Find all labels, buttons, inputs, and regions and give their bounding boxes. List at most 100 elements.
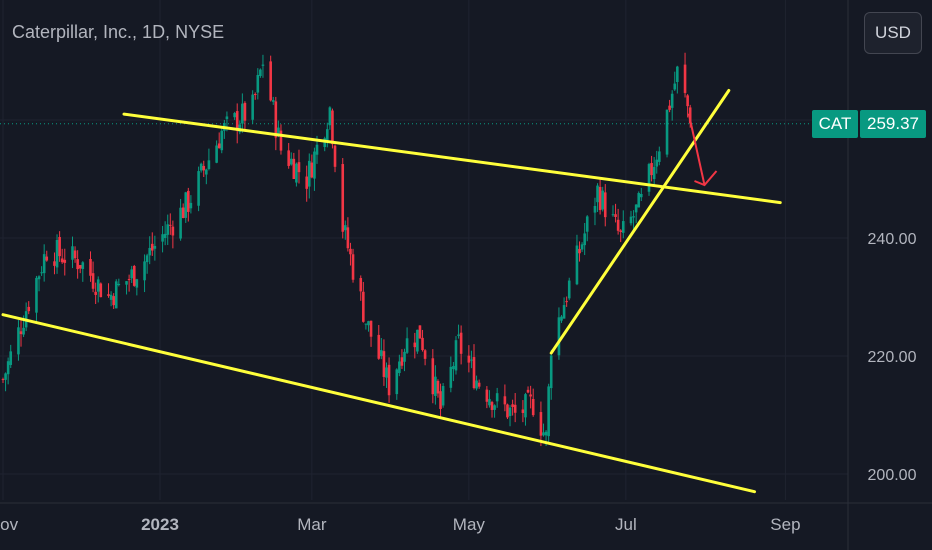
candle-body	[269, 61, 272, 101]
candle-body	[629, 216, 633, 224]
candle-body	[333, 145, 337, 167]
candle-body	[6, 361, 10, 375]
candle-body	[295, 163, 298, 183]
candle-body	[277, 127, 280, 137]
candle-body	[668, 105, 671, 110]
candle-body	[127, 279, 131, 281]
candle-body	[166, 224, 170, 235]
candle-body	[341, 164, 345, 232]
candle-body	[305, 176, 309, 189]
candle-body	[251, 94, 254, 120]
candle-body	[78, 265, 82, 269]
currency-button[interactable]: USD	[864, 12, 922, 54]
candle-body	[274, 101, 278, 138]
candle-body	[315, 144, 319, 155]
candle-body	[163, 233, 167, 238]
candle-body	[665, 109, 669, 155]
candle-body	[117, 283, 121, 286]
candle-body	[35, 277, 38, 313]
candle-body	[55, 240, 59, 268]
candle-body	[423, 350, 427, 359]
candle-body	[506, 404, 509, 418]
x-tick-label: Nov	[0, 515, 19, 534]
candle-body	[403, 351, 406, 362]
x-tick-label: Jul	[615, 515, 637, 534]
candle-body	[362, 291, 365, 322]
candle-body	[53, 261, 56, 266]
candle-body	[112, 296, 115, 306]
candle-body	[593, 206, 597, 213]
candle-body	[310, 162, 314, 178]
candle-body	[549, 355, 553, 389]
candle-body	[413, 342, 417, 348]
candle-body	[560, 316, 563, 321]
candle-body	[603, 192, 607, 218]
candle-body	[611, 214, 615, 216]
candle-body	[686, 95, 689, 107]
candle-body	[457, 334, 460, 336]
candle-body	[369, 320, 373, 337]
candle-body	[621, 221, 625, 233]
candle-body	[539, 412, 543, 436]
candle-body	[168, 224, 172, 226]
candle-body	[488, 399, 491, 406]
candle-body	[349, 248, 352, 255]
candle-body	[71, 246, 74, 260]
candle-body	[526, 389, 530, 393]
candle-body	[382, 351, 386, 377]
candle-body	[531, 398, 535, 416]
candle-body	[441, 386, 445, 406]
candle-body	[493, 405, 496, 410]
candle-body	[521, 409, 525, 413]
candle-body	[125, 281, 128, 285]
candle-body	[508, 407, 512, 417]
candle-body	[470, 359, 473, 361]
candle-body	[4, 373, 7, 380]
candle-body	[259, 69, 262, 77]
trendline-1	[122, 112, 782, 205]
projection-arrow-shaft	[687, 113, 706, 186]
candle-body	[187, 190, 190, 212]
candle-body	[580, 244, 584, 250]
candle-body	[91, 273, 95, 289]
candle-body	[637, 193, 641, 208]
candle-body	[81, 262, 85, 270]
trendline-3	[549, 89, 731, 355]
candle-body	[377, 334, 381, 359]
candle-body	[328, 107, 332, 126]
candle-body	[331, 110, 334, 145]
candle-body	[199, 163, 203, 171]
y-tick-label: 240.00	[868, 231, 917, 248]
candle-body	[544, 431, 548, 436]
candle-body	[367, 321, 370, 326]
candle-body	[380, 350, 383, 357]
candle-body	[351, 254, 355, 280]
candle-body	[171, 226, 175, 236]
candle-body	[452, 366, 455, 370]
y-tick-label: 220.00	[868, 349, 917, 366]
candle-body	[634, 204, 638, 213]
candle-body	[547, 386, 550, 437]
candle-body	[601, 190, 604, 210]
candle-body	[598, 186, 602, 211]
candle-body	[99, 283, 103, 298]
candle-body	[619, 230, 623, 232]
candle-body	[421, 337, 424, 351]
candle-body	[557, 317, 561, 356]
candle-body	[439, 391, 442, 409]
candle-body	[673, 83, 677, 90]
candle-body	[181, 207, 185, 219]
candle-body	[485, 389, 489, 402]
candle-body	[449, 366, 453, 388]
x-tick-label: Sep	[770, 515, 800, 534]
candle-body	[150, 243, 154, 251]
candle-body	[434, 376, 437, 396]
candle-body	[495, 393, 499, 402]
x-tick-label: Mar	[297, 515, 327, 534]
candle-body	[189, 202, 193, 209]
candle-body	[42, 254, 46, 274]
projection-arrow-head	[694, 170, 718, 187]
candle-body	[225, 116, 229, 120]
candle-body	[529, 394, 532, 397]
